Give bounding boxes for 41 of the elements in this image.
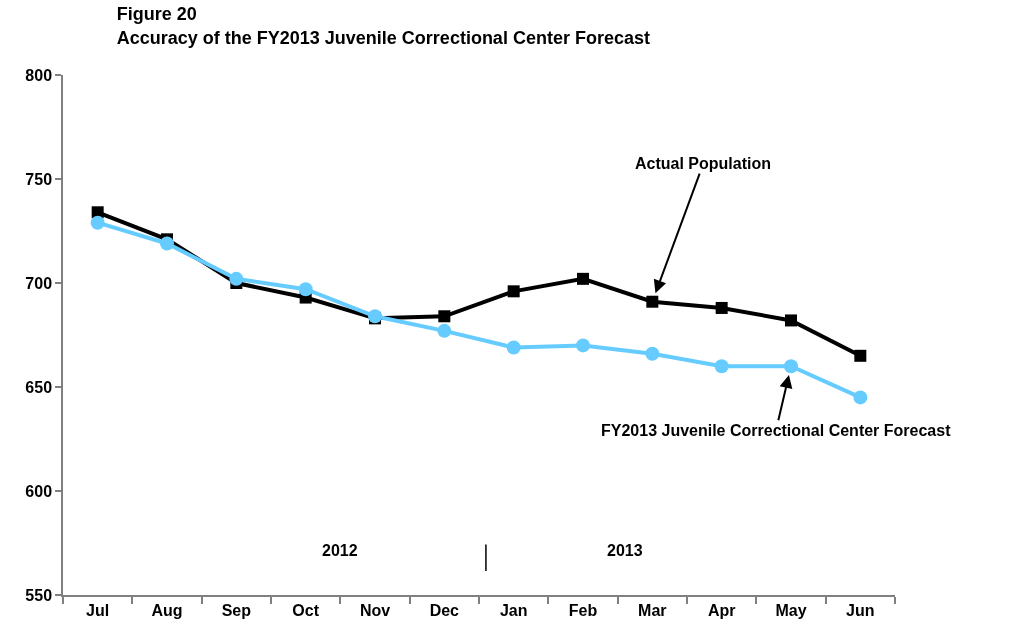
x-tick-label: Oct (292, 601, 320, 619)
point (646, 295, 659, 308)
point (714, 359, 729, 374)
point (229, 271, 244, 286)
annotation: FY2013 Juvenile Correctional Center Forecast (601, 422, 952, 439)
point (577, 272, 589, 285)
annotation: 2012 (322, 542, 358, 559)
point (854, 349, 867, 362)
chart-title: Figure 20 Accuracy of the FY2013 Juvenile Correctional Center Forecast (116, 4, 650, 48)
point (160, 236, 174, 251)
x-tick-label: Jun (846, 601, 875, 619)
x-tick-label: May (775, 601, 807, 619)
point (645, 346, 660, 361)
x-tick-label: Dec (429, 601, 460, 619)
y-tick-label: 650 (25, 378, 53, 396)
y-tick-label: 700 (25, 274, 53, 292)
x-tick-label: Nov (359, 601, 391, 619)
x-tick-label: Jul (86, 601, 110, 619)
point (90, 215, 105, 230)
y-tick-label: 750 (25, 170, 53, 188)
x-tick-label: Feb (568, 601, 598, 619)
point (507, 285, 520, 298)
x-tick-label: Aug (151, 601, 183, 619)
y-tick-label: 800 (25, 66, 53, 84)
point (438, 310, 451, 323)
point (853, 390, 868, 405)
x-tick-label: Apr (707, 601, 736, 619)
x-tick-label: Mar (638, 601, 667, 619)
y-tick-label: 550 (25, 586, 53, 604)
y-tick-label: 600 (25, 482, 53, 500)
point (298, 282, 313, 297)
annotation: Actual Population (635, 155, 771, 172)
point (715, 301, 728, 314)
point (437, 323, 452, 338)
point (506, 340, 521, 355)
x-tick-label: Jan (499, 601, 528, 619)
point (785, 314, 797, 327)
x-tick-label: Sep (221, 601, 252, 619)
annotation: 2013 (607, 542, 643, 559)
point (784, 359, 798, 374)
point (576, 338, 590, 353)
